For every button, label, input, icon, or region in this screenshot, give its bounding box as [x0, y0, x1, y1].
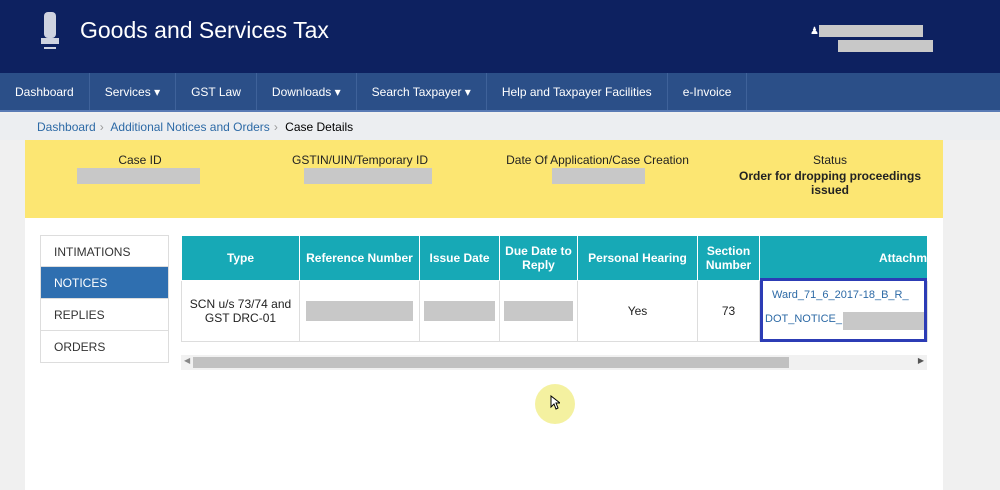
horizontal-scrollbar[interactable]: ◀ ▶	[181, 355, 927, 370]
user-menu[interactable]: ♟	[810, 26, 819, 37]
breadcrumb-notices[interactable]: Additional Notices and Orders	[110, 120, 270, 134]
date-label: Date Of Application/Case Creation	[506, 153, 689, 167]
nav-gst-law[interactable]: GST Law	[176, 73, 257, 110]
nav-help[interactable]: Help and Taxpayer Facilities	[487, 73, 668, 110]
col-due-date: Due Date to Reply	[499, 235, 578, 281]
tab-notices[interactable]: NOTICES	[40, 267, 169, 299]
breadcrumb-current: Case Details	[285, 120, 354, 134]
attachment-link-1[interactable]: Ward_71_6_2017-18_B_R_	[772, 289, 909, 301]
masked-user-id	[838, 40, 933, 52]
col-issue-date: Issue Date	[419, 235, 500, 281]
masked-gstin	[304, 168, 432, 184]
col-section: Section Number	[697, 235, 760, 281]
nav-search-taxpayer[interactable]: Search Taxpayer ▾	[357, 73, 487, 110]
case-tabs: INTIMATIONS NOTICES REPLIES ORDERS	[40, 235, 169, 363]
scroll-left-icon[interactable]: ◀	[184, 356, 191, 365]
col-reference: Reference Number	[299, 235, 420, 281]
nav-e-invoice[interactable]: e-Invoice	[668, 73, 748, 110]
scroll-right-icon[interactable]: ▶	[917, 356, 924, 365]
gstin-label: GSTIN/UIN/Temporary ID	[291, 153, 429, 167]
cell-reference	[299, 280, 420, 342]
mouse-pointer-icon	[550, 395, 560, 410]
cell-hearing: Yes	[577, 280, 698, 342]
cell-type: SCN u/s 73/74 and GST DRC-01	[181, 280, 300, 342]
case-id-label: Case ID	[118, 153, 162, 167]
status-label: Status	[812, 153, 848, 167]
masked-case-id	[77, 168, 200, 184]
notices-table: Type Reference Number Issue Date Due Dat…	[181, 235, 928, 342]
scrollbar-thumb[interactable]	[193, 357, 789, 368]
site-header: Goods and Services Tax ♟	[0, 0, 1000, 73]
table-row: SCN u/s 73/74 and GST DRC-01 Yes 73	[181, 280, 928, 342]
tab-replies[interactable]: REPLIES	[40, 299, 169, 331]
site-title: Goods and Services Tax	[80, 17, 329, 43]
nav-dashboard[interactable]: Dashboard	[0, 73, 90, 110]
case-panel: Case ID GSTIN/UIN/Temporary ID Date Of A…	[25, 140, 943, 490]
tab-intimations[interactable]: INTIMATIONS	[40, 235, 169, 267]
nav-downloads[interactable]: Downloads ▾	[257, 73, 357, 110]
col-attachments: Attachments	[759, 235, 928, 281]
masked-attachment	[843, 312, 924, 330]
cell-due-date	[499, 280, 578, 342]
main-nav: Dashboard Services ▾ GST Law Downloads ▾…	[0, 73, 1000, 112]
breadcrumb: Dashboard › Additional Notices and Orders…	[0, 114, 1000, 140]
tab-orders[interactable]: ORDERS	[40, 331, 169, 363]
national-emblem-icon	[41, 12, 59, 49]
masked-date	[552, 168, 645, 184]
masked-username	[819, 25, 923, 37]
attachments-highlight: Ward_71_6_2017-18_B_R_ DOT_NOTICE_	[760, 278, 927, 342]
col-hearing: Personal Hearing	[577, 235, 698, 281]
case-summary: Case ID GSTIN/UIN/Temporary ID Date Of A…	[25, 140, 943, 218]
nav-services[interactable]: Services ▾	[90, 73, 177, 110]
breadcrumb-dashboard[interactable]: Dashboard	[37, 120, 96, 134]
cell-section: 73	[697, 280, 760, 342]
cell-attachments	[759, 280, 928, 342]
col-type: Type	[181, 235, 300, 281]
status-value: Order for dropping proceedings issued	[738, 169, 921, 197]
attachment-link-2[interactable]: DOT_NOTICE_	[765, 313, 843, 325]
cell-issue-date	[419, 280, 500, 342]
